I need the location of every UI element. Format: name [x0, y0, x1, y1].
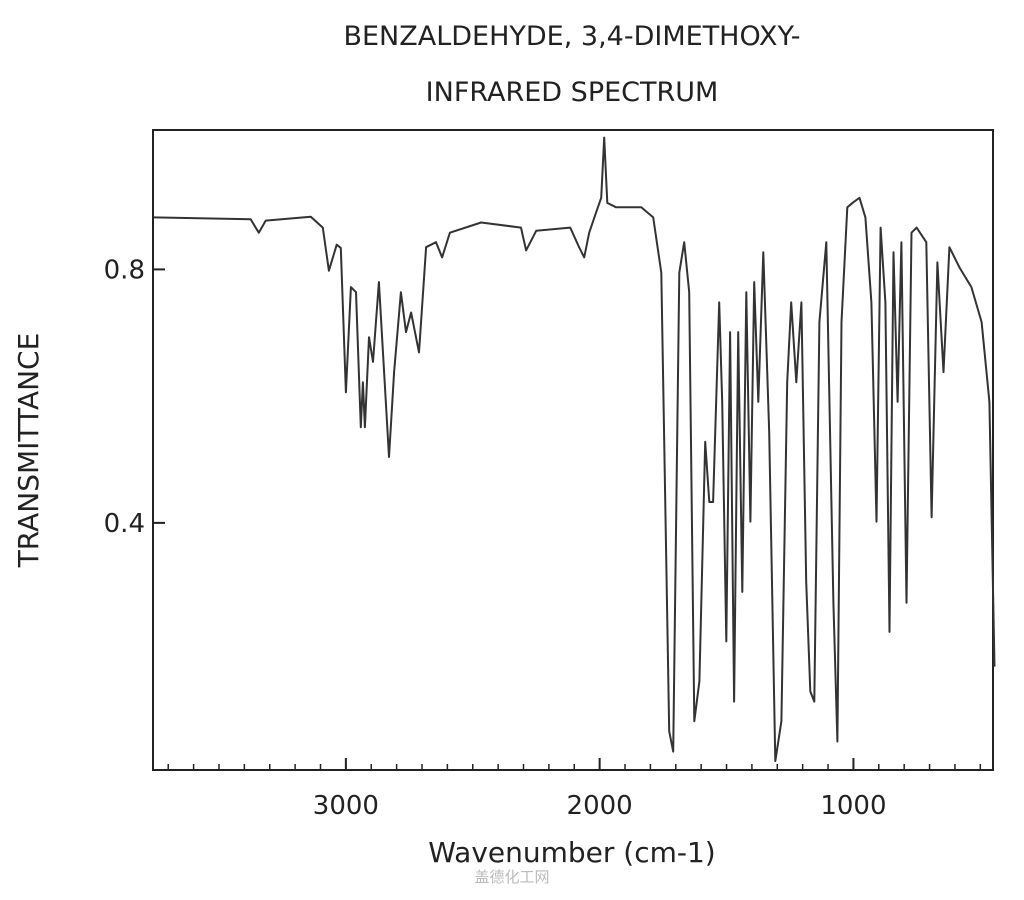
plot-frame [152, 129, 994, 771]
spectrum-line [153, 136, 996, 763]
y-tick-label: 0.8 [104, 255, 145, 285]
chart-title: BENZALDEHYDE, 3,4-DIMETHOXY- [343, 21, 800, 52]
watermark: 盖德化工网 [474, 868, 549, 886]
x-axis-label: Wavenumber (cm-1) [428, 836, 715, 869]
chart-subtitle: INFRARED SPECTRUM [426, 77, 719, 108]
x-tick-label: 1000 [820, 791, 886, 821]
y-axis-label: TRANSMITTANCE [12, 333, 45, 569]
x-tick-label: 2000 [567, 791, 633, 821]
x-tick-label: 3000 [313, 791, 379, 821]
y-tick-label: 0.4 [104, 509, 145, 539]
